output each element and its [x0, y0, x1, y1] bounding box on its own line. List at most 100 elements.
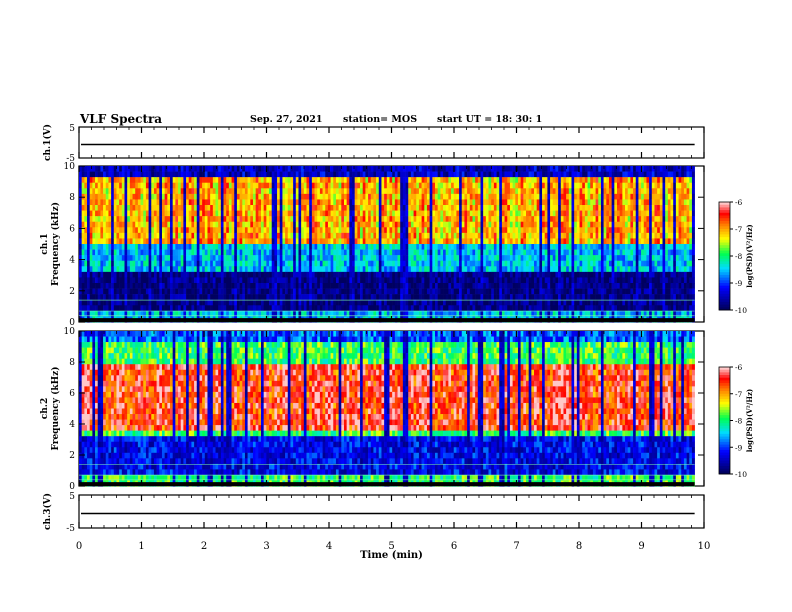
x-tick-label: 3 [263, 541, 269, 552]
colorbar-cell [719, 383, 730, 387]
colorbar-cell [719, 229, 730, 233]
x-tick-label: 2 [201, 541, 207, 552]
colorbar-tick-label: -6 [735, 198, 743, 207]
colorbar-cell [719, 242, 730, 246]
colorbar-cell [719, 272, 730, 276]
colorbar-cell [719, 449, 730, 453]
y-tick-label: 6 [69, 389, 75, 399]
start-time-label: start UT = 18: 30: 1 [437, 114, 543, 125]
colorbar-cell [719, 377, 730, 381]
colorbar-cell [719, 460, 730, 464]
spectrogram-1 [79, 166, 695, 323]
colorbar-cell [719, 283, 730, 287]
y-tick-label: 8 [69, 193, 75, 203]
colorbar-cell [719, 247, 730, 251]
colorbar-cell [719, 457, 730, 462]
x-tick-label: 6 [451, 541, 457, 552]
colorbar-cell [719, 465, 730, 470]
colorbar-cell [719, 471, 730, 475]
colorbar-cell [719, 234, 730, 238]
colorbar-cell [719, 277, 730, 281]
colorbar-cell [719, 301, 730, 305]
date-label: Sep. 27, 2021 [250, 114, 323, 125]
colorbar-cell [719, 304, 730, 308]
colorbar-cell [719, 258, 730, 262]
colorbar-tick-label: -8 [735, 252, 743, 261]
colorbar-cell [719, 253, 730, 257]
y-axis-label: Frequency (kHz) [50, 202, 61, 286]
colorbar-tick-label: -10 [735, 470, 747, 479]
colorbar-cell [719, 463, 730, 467]
x-tick-label: 9 [638, 541, 644, 552]
colorbar-cell [719, 293, 730, 297]
y-axis-label: ch.1(V) [42, 124, 53, 161]
colorbar-cell [719, 436, 730, 440]
y-axis-label: Frequency (kHz) [50, 366, 61, 450]
x-tick-label: 10 [698, 541, 711, 552]
y-axis-label: ch.2 [40, 398, 50, 419]
colorbar-cell [719, 369, 730, 373]
colorbar-tick-label: -6 [735, 363, 743, 372]
colorbar-tick-label: -8 [735, 417, 743, 426]
y-tick-label: 10 [64, 327, 76, 337]
colorbar-cell [719, 439, 730, 443]
colorbar-cell [719, 399, 730, 403]
colorbar-cell [719, 280, 730, 284]
colorbar-cell [719, 375, 730, 379]
colorbar-cell [719, 226, 730, 230]
colorbar-cell [719, 212, 730, 216]
colorbar-cell [719, 237, 730, 241]
colorbar-cell [719, 269, 730, 273]
colorbar-cell [719, 202, 730, 206]
colorbar-cell [719, 266, 730, 270]
x-tick-label: 4 [326, 541, 332, 552]
colorbar-label: log(PSD)(V²/Hz) [745, 389, 754, 453]
colorbar-tick-label: -9 [735, 279, 743, 288]
colorbar-cell [719, 452, 730, 456]
colorbar-cell [719, 372, 730, 376]
colorbar-cell [719, 393, 730, 397]
colorbar-cell [719, 468, 730, 472]
colorbar-tick-label: -7 [735, 390, 743, 399]
y-axis-label: ch.1 [40, 233, 50, 254]
spectrogram-2 [79, 331, 695, 487]
colorbar-cell [719, 291, 730, 295]
colorbar-tick-label: -10 [735, 306, 747, 315]
y-tick-label: 0 [69, 318, 75, 328]
colorbar-cell [719, 401, 730, 405]
colorbar-tick-label: -9 [735, 443, 743, 452]
colorbar-cell [719, 264, 730, 268]
y-tick-label: 0 [69, 482, 75, 492]
chart-title: VLF Spectra [80, 112, 163, 126]
colorbar-cell [719, 433, 730, 437]
colorbar-cell [719, 261, 730, 265]
colorbar-cell [719, 428, 730, 432]
colorbar-cell [719, 204, 730, 208]
y-tick-label: 4 [69, 420, 75, 430]
colorbar-cell [719, 455, 730, 459]
y-tick-label: 5 [69, 124, 75, 134]
colorbar-tick-label: -7 [735, 225, 743, 234]
y-tick-label: 6 [69, 224, 75, 234]
colorbar-cell [719, 210, 730, 214]
x-tick-label: 1 [138, 541, 144, 552]
colorbar-cell [719, 412, 730, 416]
colorbar-cell [719, 220, 730, 224]
colorbar-cell [719, 239, 730, 243]
colorbar-cell [719, 425, 730, 429]
colorbar-cell [719, 296, 730, 300]
x-tick-label: 5 [388, 541, 394, 552]
colorbar-cell [719, 215, 730, 219]
colorbar-cell [719, 274, 730, 278]
colorbar-cell [719, 288, 730, 292]
y-tick-label: -5 [66, 524, 75, 534]
colorbar-cell [719, 380, 730, 384]
colorbar-cell [719, 299, 730, 303]
y-tick-label: 8 [69, 358, 75, 368]
colorbar-cell [719, 223, 730, 227]
y-tick-label: -5 [66, 154, 75, 164]
colorbar-cell [719, 307, 730, 311]
station-label: station= MOS [343, 114, 418, 125]
colorbar-cell [719, 388, 730, 392]
x-tick-label: 8 [576, 541, 582, 552]
